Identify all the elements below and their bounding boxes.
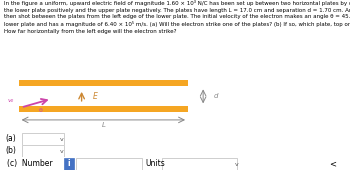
FancyBboxPatch shape	[64, 158, 74, 170]
FancyBboxPatch shape	[22, 145, 64, 157]
Text: (b): (b)	[6, 146, 16, 155]
Bar	[19, 106, 188, 112]
Text: In the figure a uniform, upward electric field of magnitude 1.60 × 10³ N/C has b: In the figure a uniform, upward electric…	[4, 0, 350, 34]
Text: θ: θ	[38, 108, 42, 112]
Text: (c)  Number: (c) Number	[7, 159, 52, 168]
Text: (a): (a)	[6, 134, 16, 143]
FancyBboxPatch shape	[76, 158, 142, 170]
Text: v: v	[235, 162, 239, 167]
Text: L: L	[102, 122, 105, 128]
FancyBboxPatch shape	[22, 133, 64, 145]
FancyBboxPatch shape	[162, 158, 237, 170]
Text: v: v	[60, 149, 64, 154]
Text: <: <	[329, 159, 336, 168]
Text: Units: Units	[146, 159, 166, 168]
Text: d: d	[214, 93, 218, 99]
Text: v₀: v₀	[8, 98, 14, 103]
Text: v: v	[60, 137, 64, 142]
Bar	[19, 80, 188, 87]
Text: E: E	[92, 92, 97, 101]
Text: i: i	[67, 159, 70, 168]
